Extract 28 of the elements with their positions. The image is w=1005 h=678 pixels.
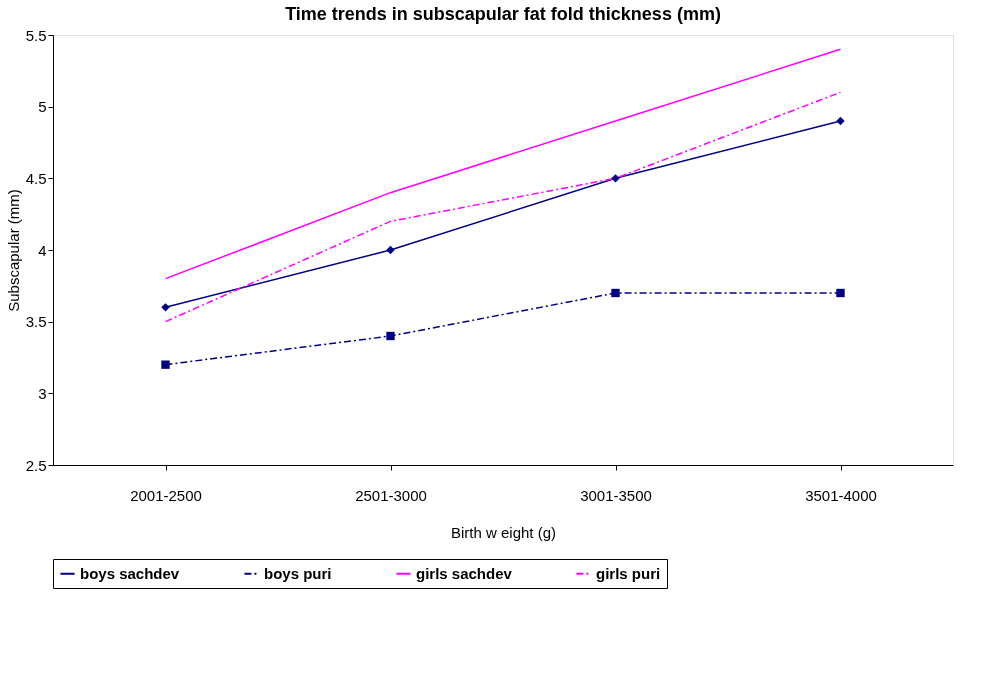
x-tick-label: 2501-3000 <box>355 486 427 504</box>
line-series <box>164 48 842 280</box>
x-tick-label: 3001-3500 <box>580 486 652 504</box>
y-tick-label: 3 <box>38 384 47 402</box>
y-tick-label: 5 <box>38 98 47 116</box>
point <box>836 288 845 298</box>
x-tick-label: 2001-2500 <box>130 486 202 504</box>
x-axis-title: Birth w eight (g) <box>450 523 557 541</box>
chart-title: Time trends in subscapular fat fold thickness (mm) <box>285 4 721 24</box>
point <box>386 331 395 341</box>
point <box>161 360 170 369</box>
point <box>836 116 845 126</box>
y-tick-label: 4 <box>38 241 47 259</box>
point <box>161 303 170 312</box>
legend-label: girls sachdev <box>416 564 513 582</box>
point <box>611 288 620 298</box>
line-series <box>164 91 842 323</box>
y-tick-label: 5.5 <box>25 26 47 44</box>
legend-label: boys sachdev <box>80 564 180 582</box>
y-axis-title: Subscapular (mm) <box>4 189 22 312</box>
x-tick-label: 3501-4000 <box>805 486 877 504</box>
legend-label: girls puri <box>596 564 661 582</box>
y-tick-label: 4.5 <box>25 169 47 187</box>
y-tick-label: 3.5 <box>25 313 47 331</box>
y-tick-label: 2.5 <box>25 456 47 474</box>
point <box>611 174 620 183</box>
legend-label: boys puri <box>264 564 332 582</box>
point <box>386 245 395 255</box>
